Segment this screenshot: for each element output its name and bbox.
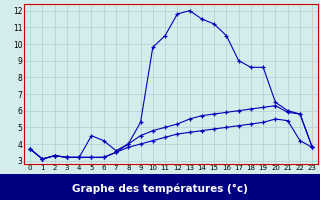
Text: Graphe des températures (°c): Graphe des températures (°c) <box>72 183 248 194</box>
